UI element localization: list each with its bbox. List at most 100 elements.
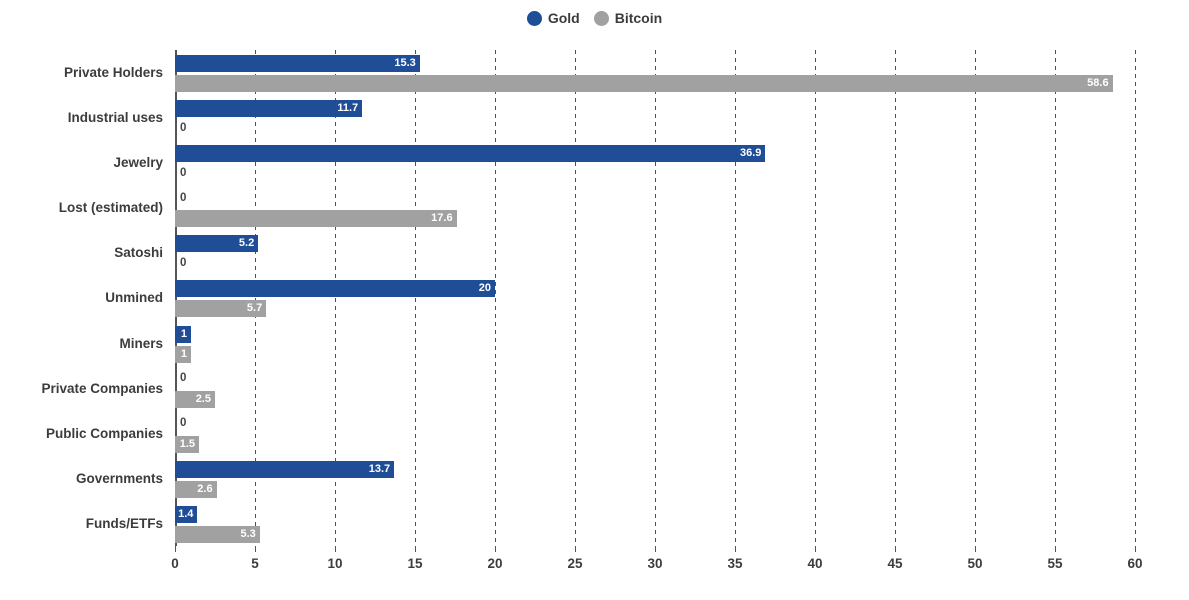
category-row: 0 17.6: [175, 185, 1135, 230]
category-label: Governments: [75, 470, 163, 486]
x-tick-label: 15: [407, 556, 423, 571]
bar-value-label: 5.7: [246, 302, 263, 315]
gold-legend-dot-icon: [526, 10, 542, 26]
x-tick: [494, 546, 496, 552]
bar-gold: 1: [175, 325, 191, 343]
bar-value-label: 1: [180, 327, 187, 340]
bar-value-label: 15.3: [394, 57, 416, 69]
category-row: 0 2.5: [175, 366, 1135, 411]
x-tick: [814, 546, 816, 552]
category-axis: Private Holders Industrial uses Jewelry Los…: [0, 50, 163, 546]
gridline: [814, 50, 816, 546]
gridline: [735, 50, 736, 546]
x-tick-label: 25: [567, 556, 583, 571]
bar-value-label: 36.9: [739, 147, 762, 160]
bar-bitcoin: 1.5: [175, 435, 199, 453]
category-row: 20 5.7: [175, 275, 1135, 320]
x-tick-label: 60: [1127, 556, 1143, 571]
zero-value-label: 0: [180, 121, 187, 134]
bar-value-label: 5.2: [238, 237, 255, 250]
x-tick-label: 50: [967, 556, 983, 571]
x-tick: [415, 546, 416, 552]
x-tick-label: 55: [1047, 556, 1063, 571]
category-label: Miners: [119, 335, 163, 351]
bar-bitcoin: 5.7: [175, 300, 267, 318]
bar-value-label: 11.7: [337, 102, 359, 115]
gridline: [254, 50, 256, 546]
legend-item-bitcoin: Bitcoin: [593, 10, 663, 26]
gridline: [975, 50, 976, 546]
category-label: Industrial uses: [67, 110, 163, 126]
y-axis-line: [175, 50, 177, 546]
x-tick-label: 5: [251, 556, 259, 571]
bar-bitcoin: 1: [175, 345, 191, 363]
x-tick-label: 45: [887, 556, 903, 571]
category-label: Public Companies: [45, 425, 163, 441]
bar-bitcoin: 2.5: [175, 390, 215, 408]
bar-gold: 36.9: [175, 145, 766, 163]
category-row: 36.9 0: [175, 140, 1135, 185]
bar-value-label: 2.6: [197, 482, 213, 495]
plot-area: 15.3 58.6 11.7 0 36.9 0 0 17.6 5.2 0 20 5.7 1 1 0 2.5 0 1…: [175, 50, 1136, 546]
x-tick-label: 35: [727, 556, 743, 571]
gridline: [575, 50, 576, 546]
legend-item-gold: Gold: [526, 10, 580, 26]
zero-value-label: 0: [180, 192, 187, 205]
gridline: [415, 50, 416, 546]
gridline: [1055, 50, 1056, 546]
x-tick: [1135, 546, 1136, 552]
category-label: Private Companies: [41, 380, 163, 396]
bar-value-label: 1.4: [178, 507, 194, 520]
legend: Gold Bitcoin: [0, 10, 1189, 26]
bar-gold: 13.7: [175, 460, 395, 478]
legend-label-gold: Gold: [547, 10, 580, 26]
category-label: Lost (estimated): [58, 200, 163, 216]
bitcoin-legend-dot-icon: [593, 10, 609, 26]
category-row: 0 1.5: [175, 411, 1135, 456]
bar-gold: 20: [175, 280, 495, 298]
x-tick: [254, 546, 256, 552]
bar-bitcoin: 2.6: [175, 480, 217, 498]
x-tick-label: 40: [807, 556, 823, 571]
x-tick-label: 20: [487, 556, 503, 571]
bar-value-label: 2.5: [195, 392, 211, 405]
x-tick-label: 0: [171, 556, 179, 571]
category-row: 1.4 5.3: [175, 501, 1135, 546]
x-tick-label: 10: [327, 556, 343, 571]
x-tick-label: 30: [647, 556, 663, 571]
category-row: 15.3 58.6: [175, 50, 1135, 95]
bar-value-label: 13.7: [368, 462, 391, 475]
gridline: [334, 50, 336, 546]
x-tick: [175, 546, 176, 552]
gridline: [895, 50, 896, 546]
category-label: Private Holders: [63, 65, 163, 81]
gridline: [494, 50, 496, 546]
zero-value-label: 0: [180, 166, 187, 179]
category-row: 11.7 0: [175, 95, 1135, 140]
bar-bitcoin: 58.6: [175, 75, 1113, 92]
x-tick: [735, 546, 736, 552]
legend-label-bitcoin: Bitcoin: [614, 10, 663, 26]
bar-value-label: 5.3: [240, 527, 256, 540]
bar-gold: 1.4: [175, 505, 198, 523]
x-tick: [975, 546, 976, 552]
zero-value-label: 0: [180, 257, 187, 270]
category-label: Funds/ETFs: [85, 515, 163, 531]
category-row: 5.2 0: [175, 230, 1135, 275]
bar-bitcoin: 17.6: [175, 210, 457, 228]
bar-bitcoin: 5.3: [175, 525, 260, 543]
category-label: Satoshi: [114, 245, 163, 261]
x-tick: [334, 546, 336, 552]
x-tick: [1055, 546, 1056, 552]
gridline: [1135, 50, 1136, 546]
x-axis: 0 5 10 15 20 25 30 35 40 45 50 55 60: [171, 546, 1143, 586]
category-row: 13.7 2.6: [175, 456, 1135, 501]
bar-value-label: 20: [478, 282, 491, 295]
bar-value-label: 1: [180, 347, 187, 360]
x-tick: [895, 546, 896, 552]
bar-value-label: 58.6: [1087, 77, 1109, 89]
zero-value-label: 0: [180, 417, 187, 430]
bar-value-label: 17.6: [431, 212, 453, 225]
